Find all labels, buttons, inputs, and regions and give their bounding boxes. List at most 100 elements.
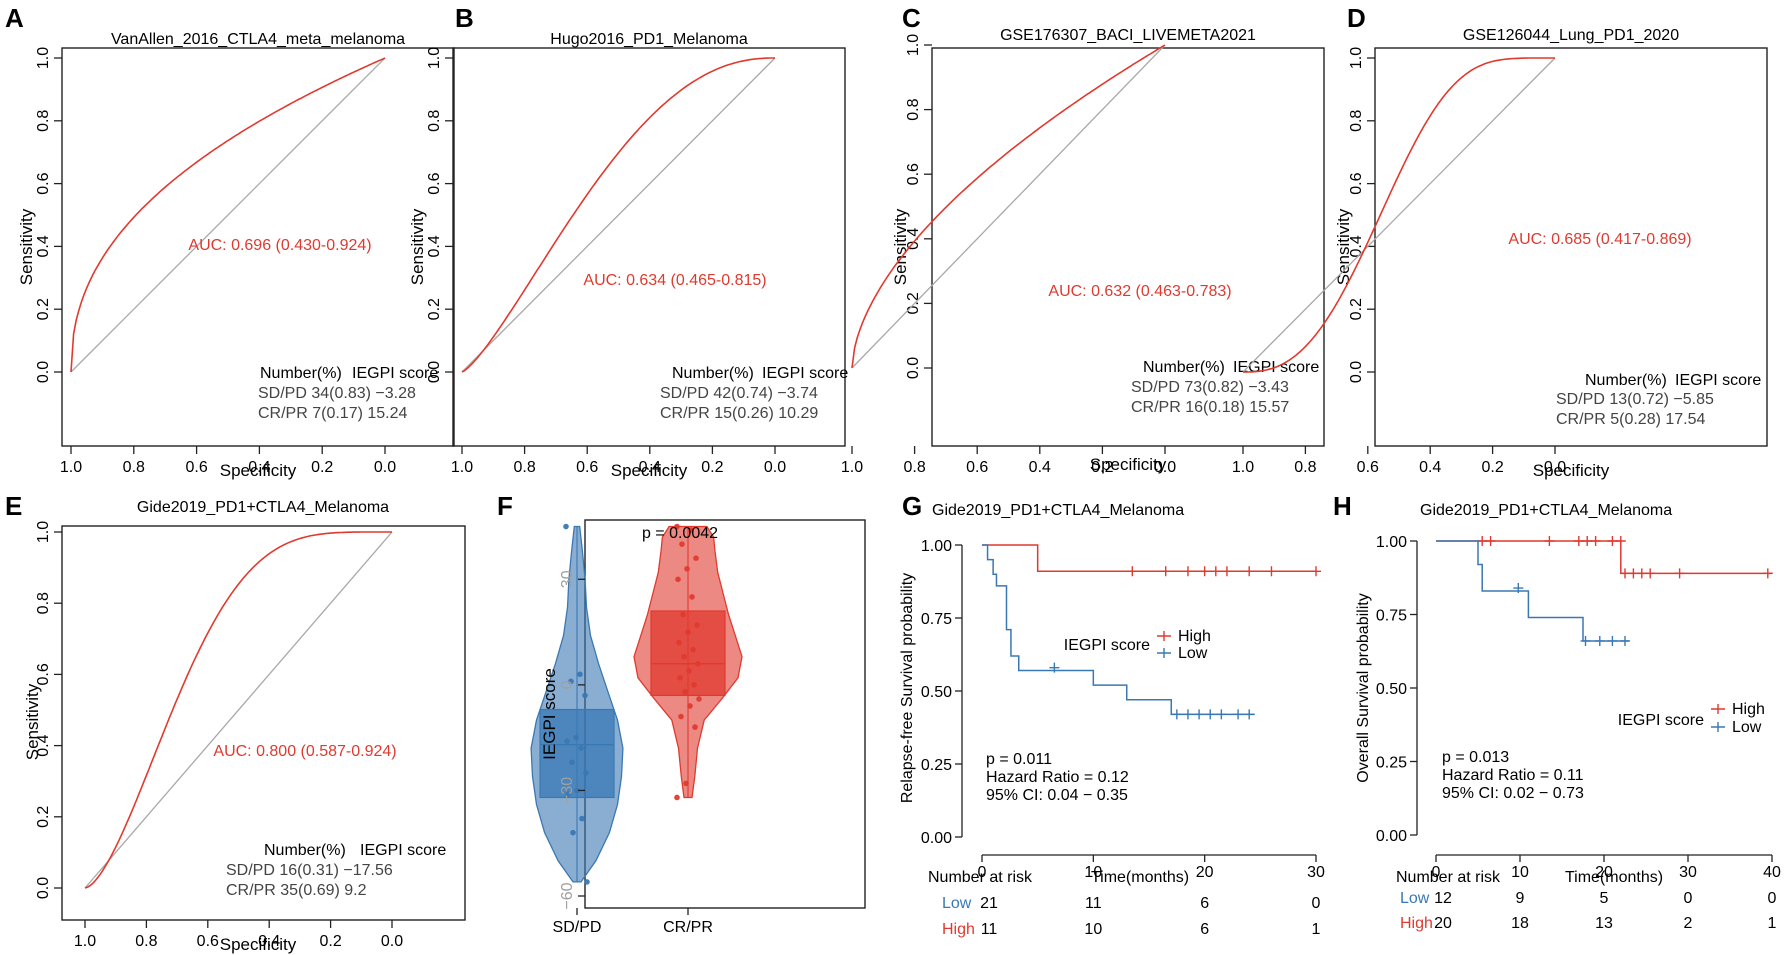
censor-mark [1485,536,1496,546]
reference-diagonal [1242,57,1556,373]
chart-title: Gide2019_PD1+CTLA4_Melanoma [1420,502,1672,519]
data-point [577,671,583,678]
chart-title: Gide2019_PD1+CTLA4_Melanoma [137,499,389,516]
reference-diagonal [461,57,776,373]
data-point [678,713,684,720]
y-tick-label: 0.8 [35,592,52,614]
panel-letter-f: F [497,491,513,521]
legend-row-sdpd: SD/PD 42(0.74) −3.74 [660,385,818,402]
censor-mark [1221,566,1232,577]
censor-mark [1645,568,1656,579]
risk-low-value: 9 [1516,890,1525,907]
risk-high-value: 11 [981,921,998,938]
y-tick-label: 0.50 [1376,681,1407,698]
x-tick-label: 10 [1511,864,1529,881]
y-tick-label: 0.4 [905,228,922,250]
x-tick-label: 0.4 [1029,459,1051,476]
censor-mark [1580,635,1591,646]
data-point [582,692,588,699]
censor-mark [1628,568,1639,579]
risk-high-value: 13 [1595,915,1613,932]
censor-mark [1171,709,1182,720]
censor-mark [1199,566,1210,577]
x-tick-label: 1.0 [451,459,473,476]
roc-curve [70,57,386,373]
x-tick-label: 1.0 [841,459,863,476]
y-tick-label: 1.0 [35,47,52,69]
roc-panel-d: GSE126044_Lung_PD1_2020 Specificity Sens… [1232,27,1768,480]
risk-low-value: 0 [1684,890,1693,907]
y-tick-label: 0.6 [426,172,443,194]
stat-hazard-ratio: Hazard Ratio = 0.12 [986,769,1129,786]
y-tick-label: 0.75 [1376,608,1407,625]
x-tick-label: 0.4 [1419,459,1441,476]
y-tick-label: 0.0 [35,877,52,899]
y-tick-label: 1.0 [35,521,52,543]
y-tick-label: 0.4 [426,235,443,257]
censor-mark [1762,568,1773,579]
km-curve-high [1436,540,1772,575]
y-axis-label: Overall Survival probability [1355,593,1372,782]
data-point [693,555,699,561]
data-point [692,724,698,730]
panel-letter-d: D [1347,3,1366,33]
x-tick-label: 0.4 [248,459,270,476]
censor-mark [1544,536,1555,546]
y-tick-label: 1.0 [1348,47,1365,69]
x-tick-label: 1.0 [60,459,82,476]
x-tick-label: 0.2 [701,459,723,476]
censor-mark [1182,566,1193,577]
censor-mark [1615,536,1626,546]
censor-mark [1127,566,1138,577]
y-tick-label: 0.2 [35,298,52,320]
y-tick-label: 0.8 [905,98,922,120]
roc-panel-e: Gide2019_PD1+CTLA4_Melanoma Specificity … [23,499,466,954]
data-point [584,879,590,885]
risk-high-value: 2 [1684,915,1693,932]
data-point [679,541,685,547]
x-tick-label: 0.2 [1091,459,1113,476]
risk-row-high-label: High [942,921,975,938]
censor-mark [1194,709,1205,720]
x-tick-label: 0.0 [1544,459,1566,476]
y-tick-label: 0.0 [426,361,443,383]
legend-title: IEGPI score [1064,637,1150,654]
y-tick-label: 0.2 [1348,298,1365,320]
data-point [573,734,579,741]
x-axis-label: Specificity [611,461,688,480]
y-tick-label: 0.0 [1348,361,1365,383]
censor-mark [1607,536,1618,546]
legend-high-glyph [1157,631,1171,641]
data-point [569,759,575,766]
x-tick-label: 0.8 [513,459,535,476]
x-tick-label: 10 [1084,864,1102,881]
y-tick-label: 0.4 [1348,235,1365,257]
chart-title: GSE126044_Lung_PD1_2020 [1463,27,1679,44]
risk-table-values: 21 11 11 10 6 6 0 1 [980,895,1320,938]
chart-title: GSE176307_BACI_LIVEMETA2021 [1000,27,1256,44]
chart-title: Hugo2016_PD1_Melanoma [550,31,748,48]
y-tick-label: 0.8 [35,110,52,132]
y-axis-ticks: 0.00.20.40.60.81.0 [426,47,453,383]
risk-table-header: Number at risk [1396,869,1501,886]
y-tick-label: 0.50 [921,684,952,701]
legend-header-number: Number(%) [1143,359,1225,376]
y-axis-ticks: 0.00.20.40.60.81.0 [905,34,932,379]
km-curve-low [1436,540,1630,642]
data-point [688,527,694,533]
censor-mark [1620,635,1630,646]
censor-mark [1594,635,1605,646]
y-tick-label: 0.2 [35,806,52,828]
y-tick-label: 0.8 [426,110,443,132]
risk-row-low-label: Low [942,895,972,912]
roc-curve [84,531,392,889]
legend-header-number: Number(%) [672,365,754,382]
data-point [564,738,570,744]
panel-letter-a: A [5,3,24,33]
y-tick-label: 0.75 [921,611,952,628]
roc-panel-b: Hugo2016_PD1_Melanoma Specificity Sensit… [408,31,848,480]
roc-curve [851,44,1166,369]
y-tick-label: 0.0 [905,357,922,379]
reference-diagonal [851,44,1166,369]
y-tick-label: 1.00 [1376,534,1407,551]
